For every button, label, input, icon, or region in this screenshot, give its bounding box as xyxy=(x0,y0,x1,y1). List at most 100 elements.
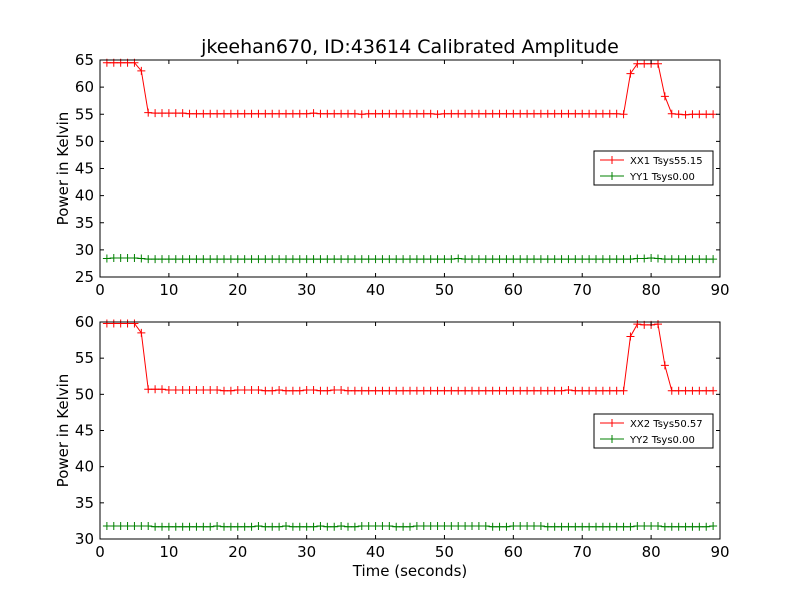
data-point xyxy=(158,385,166,394)
data-point xyxy=(564,522,573,531)
data-point xyxy=(640,254,649,263)
data-point xyxy=(220,255,228,264)
data-point xyxy=(185,255,194,264)
y-tick-label: 60 xyxy=(75,313,94,331)
data-point xyxy=(247,255,256,264)
data-point xyxy=(309,522,318,531)
data-point xyxy=(592,386,600,395)
data-point xyxy=(585,255,594,264)
data-point xyxy=(385,109,394,118)
data-point xyxy=(144,385,153,394)
data-point xyxy=(109,521,118,530)
data-point xyxy=(171,255,180,264)
data-point xyxy=(385,521,394,530)
data-point xyxy=(192,109,201,118)
x-tick-label: 80 xyxy=(642,281,661,299)
data-point xyxy=(557,386,566,395)
data-point xyxy=(598,386,607,395)
data-point xyxy=(364,109,373,118)
data-point xyxy=(474,255,483,264)
data-point xyxy=(564,109,573,118)
data-point xyxy=(564,255,573,264)
data-point xyxy=(454,254,463,263)
data-point xyxy=(151,109,160,118)
data-point xyxy=(536,255,545,264)
data-point xyxy=(116,521,125,530)
data-point xyxy=(137,66,146,75)
data-point xyxy=(109,254,118,263)
data-point xyxy=(516,255,525,264)
data-point xyxy=(571,109,580,118)
data-point xyxy=(681,110,690,119)
data-point xyxy=(178,109,187,118)
data-point xyxy=(502,522,511,531)
x-tick-label: 0 xyxy=(95,543,105,561)
data-point xyxy=(309,109,318,118)
data-point xyxy=(440,521,449,530)
data-point xyxy=(316,521,325,530)
data-point xyxy=(206,522,215,531)
x-tick-label: 60 xyxy=(504,543,523,561)
x-tick-label: 80 xyxy=(642,543,661,561)
data-point xyxy=(302,109,311,118)
data-point xyxy=(468,386,476,395)
data-point xyxy=(392,255,401,264)
data-point xyxy=(598,522,607,531)
data-point xyxy=(578,386,587,395)
legend-label: XX2 Tsys50.57 xyxy=(630,419,703,430)
data-point xyxy=(261,109,270,118)
data-point xyxy=(461,386,470,395)
data-point xyxy=(612,522,621,531)
y-tick-label: 55 xyxy=(75,105,94,123)
data-point xyxy=(137,328,146,337)
legend-label: YY2 Tsys0.00 xyxy=(629,435,695,446)
data-point xyxy=(681,255,690,264)
data-point xyxy=(233,109,242,118)
data-point xyxy=(158,109,166,118)
data-point xyxy=(330,385,339,394)
data-point xyxy=(667,386,676,395)
data-point xyxy=(681,522,690,531)
data-point xyxy=(350,109,359,118)
data-point xyxy=(240,109,249,118)
data-point xyxy=(447,386,456,395)
data-point xyxy=(619,386,628,395)
data-point xyxy=(598,109,607,118)
data-point xyxy=(433,386,442,395)
data-point xyxy=(578,109,587,118)
data-point xyxy=(275,385,284,394)
data-point xyxy=(406,522,414,531)
data-point xyxy=(158,255,166,264)
data-point xyxy=(337,385,346,394)
data-point xyxy=(495,109,504,118)
data-point xyxy=(406,255,414,264)
data-point xyxy=(447,255,456,264)
y-tick-label: 40 xyxy=(75,187,94,205)
data-point xyxy=(261,386,270,395)
data-point xyxy=(426,255,435,264)
x-tick-label: 70 xyxy=(573,543,592,561)
data-point xyxy=(419,109,428,118)
data-point xyxy=(419,255,428,264)
legend-marker xyxy=(608,435,616,443)
legend-box xyxy=(593,150,714,186)
data-point xyxy=(371,521,380,530)
data-point xyxy=(316,255,325,264)
data-point xyxy=(199,255,208,264)
data-point xyxy=(495,386,504,395)
data-point xyxy=(530,386,538,395)
data-point xyxy=(226,255,235,264)
x-tick-label: 20 xyxy=(228,281,247,299)
data-point xyxy=(660,92,669,101)
data-point xyxy=(316,109,325,118)
data-point xyxy=(268,255,277,264)
data-point xyxy=(323,522,332,531)
data-point xyxy=(543,109,552,118)
legend: XX1 Tsys55.15 YY1 Tsys0.00 xyxy=(593,150,714,186)
data-point xyxy=(702,110,711,119)
data-point xyxy=(688,386,697,395)
data-point xyxy=(337,521,346,530)
data-point xyxy=(516,521,525,530)
data-point xyxy=(220,522,228,531)
